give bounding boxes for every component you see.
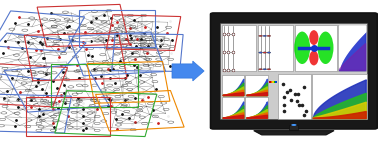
Polygon shape: [87, 61, 170, 103]
Bar: [222, 75, 244, 95]
Point: [288, 99, 294, 101]
Polygon shape: [107, 15, 181, 51]
Bar: [275, 81, 277, 83]
Circle shape: [267, 35, 271, 37]
Point: [295, 93, 301, 95]
Bar: [222, 25, 256, 71]
Point: [293, 100, 299, 102]
Point: [280, 83, 286, 85]
Polygon shape: [24, 33, 127, 81]
Bar: [220, 23, 367, 119]
FancyBboxPatch shape: [211, 13, 377, 129]
Bar: [258, 25, 293, 71]
FancyArrow shape: [172, 61, 204, 81]
Bar: [279, 74, 311, 119]
Ellipse shape: [309, 30, 318, 45]
Polygon shape: [55, 91, 157, 137]
Bar: [271, 81, 272, 83]
Polygon shape: [96, 90, 184, 131]
Polygon shape: [4, 64, 109, 112]
Circle shape: [291, 124, 296, 126]
Point: [301, 114, 307, 116]
Bar: [245, 75, 268, 95]
Point: [296, 104, 302, 106]
Polygon shape: [0, 63, 68, 107]
Bar: [222, 97, 244, 118]
Ellipse shape: [309, 51, 318, 65]
Circle shape: [259, 52, 262, 53]
Polygon shape: [37, 4, 129, 47]
Circle shape: [263, 52, 266, 53]
Bar: [274, 81, 275, 83]
Polygon shape: [79, 10, 155, 47]
Bar: [245, 97, 268, 118]
Polygon shape: [69, 32, 166, 76]
Point: [284, 91, 290, 93]
Point: [281, 110, 287, 112]
Ellipse shape: [294, 32, 310, 64]
Polygon shape: [0, 33, 86, 81]
Point: [299, 104, 305, 106]
Bar: [338, 25, 366, 71]
Polygon shape: [0, 11, 85, 52]
Bar: [295, 25, 337, 71]
Circle shape: [267, 69, 271, 70]
Point: [303, 110, 309, 112]
Point: [281, 96, 287, 98]
Polygon shape: [112, 34, 183, 71]
Polygon shape: [51, 64, 138, 106]
Polygon shape: [254, 131, 334, 135]
Point: [292, 93, 298, 95]
Point: [280, 104, 287, 106]
Circle shape: [263, 35, 266, 37]
Point: [287, 89, 293, 91]
Bar: [270, 81, 271, 83]
Bar: [290, 125, 298, 132]
Circle shape: [263, 69, 266, 70]
Bar: [312, 74, 367, 119]
Bar: [272, 81, 274, 83]
Polygon shape: [26, 97, 110, 136]
Ellipse shape: [318, 32, 333, 64]
Circle shape: [259, 35, 262, 37]
Point: [301, 86, 307, 88]
Circle shape: [259, 69, 262, 70]
Polygon shape: [0, 94, 71, 133]
Circle shape: [267, 52, 271, 53]
